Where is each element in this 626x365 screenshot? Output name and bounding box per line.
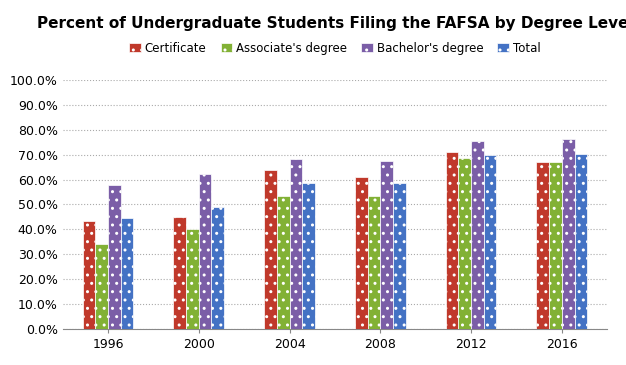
Bar: [108, 185, 121, 328]
Title: Percent of Undergraduate Students Filing the FAFSA by Degree Level: Percent of Undergraduate Students Filing…: [36, 16, 626, 31]
Bar: [562, 139, 575, 328]
Bar: [575, 154, 587, 328]
Bar: [471, 141, 484, 328]
Bar: [549, 162, 562, 328]
Bar: [536, 162, 549, 328]
Bar: [173, 216, 186, 328]
Bar: [277, 196, 289, 328]
Bar: [83, 220, 95, 328]
Bar: [95, 244, 108, 328]
Bar: [121, 218, 133, 328]
Bar: [289, 160, 302, 328]
Bar: [367, 196, 381, 328]
Bar: [446, 152, 458, 328]
Bar: [484, 155, 496, 328]
Bar: [302, 183, 315, 328]
Bar: [458, 158, 471, 328]
Bar: [264, 170, 277, 328]
Bar: [393, 183, 406, 328]
Bar: [381, 161, 393, 328]
Bar: [186, 229, 198, 328]
Bar: [199, 174, 212, 328]
Bar: [355, 177, 367, 328]
Bar: [212, 207, 224, 328]
Legend: Certificate, Associate's degree, Bachelor's degree, Total: Certificate, Associate's degree, Bachelo…: [130, 42, 540, 54]
